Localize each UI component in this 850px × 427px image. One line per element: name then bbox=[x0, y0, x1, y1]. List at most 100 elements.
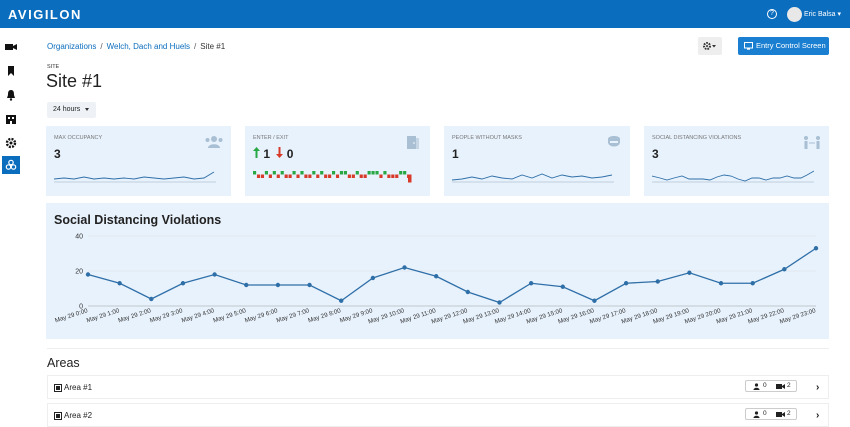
enter-exit-bar bbox=[320, 171, 324, 175]
area-icon bbox=[54, 384, 62, 392]
building-icon[interactable] bbox=[2, 110, 20, 128]
enter-exit-bar bbox=[399, 171, 403, 175]
entry-control-screen-label: Entry Control Screen bbox=[756, 41, 826, 50]
app-logo[interactable]: AVIGILON bbox=[8, 7, 82, 22]
enter-exit-bar bbox=[324, 174, 328, 178]
enter-exit-bar bbox=[256, 174, 261, 178]
video-camera-icon[interactable] bbox=[2, 38, 20, 56]
data-point[interactable] bbox=[560, 284, 565, 289]
time-range-label: 24 hours bbox=[53, 106, 81, 113]
sparkline-max-occupancy bbox=[54, 171, 216, 183]
data-point[interactable] bbox=[85, 272, 91, 277]
enter-exit-bar bbox=[367, 171, 371, 175]
y-tick-label: 40 bbox=[75, 234, 83, 241]
data-point[interactable] bbox=[117, 281, 122, 286]
area-badge: 0 2 bbox=[745, 408, 797, 420]
data-point[interactable] bbox=[212, 272, 217, 277]
data-point[interactable] bbox=[370, 275, 376, 281]
enter-exit-bar bbox=[308, 174, 312, 178]
enter-exit-bar bbox=[403, 171, 407, 175]
data-point[interactable] bbox=[750, 281, 755, 286]
card-title: SOCIAL DISTANCING VIOLATIONS bbox=[652, 135, 742, 141]
breadcrumb-current: Site #1 bbox=[200, 42, 226, 51]
area-row[interactable]: Area #2 0 2 › bbox=[47, 403, 829, 427]
enter-exit-bar bbox=[343, 171, 347, 175]
enter-exit-bar bbox=[316, 174, 320, 178]
users-icon bbox=[753, 411, 760, 418]
breadcrumb-separator: / bbox=[194, 42, 197, 51]
enter-exit-bar bbox=[339, 171, 344, 175]
areas-title: Areas bbox=[47, 356, 80, 370]
enter-exit-bar bbox=[375, 171, 379, 175]
area-camera-count: 2 bbox=[787, 382, 791, 389]
data-point[interactable] bbox=[813, 246, 819, 251]
data-point[interactable] bbox=[592, 298, 597, 303]
area-camera-count: 2 bbox=[787, 410, 791, 417]
sparkline-people-without-masks bbox=[452, 173, 614, 183]
gear-icon[interactable] bbox=[2, 134, 20, 152]
enter-exit-bar bbox=[355, 171, 359, 175]
data-point[interactable] bbox=[687, 270, 692, 275]
series-line bbox=[87, 247, 817, 304]
enter-exit-bar bbox=[391, 174, 395, 178]
avatar[interactable] bbox=[787, 7, 802, 22]
bookmark-icon[interactable] bbox=[2, 62, 20, 80]
data-point[interactable] bbox=[307, 282, 312, 288]
breadcrumb-organizations[interactable]: Organizations bbox=[47, 42, 97, 51]
data-point[interactable] bbox=[433, 274, 439, 279]
data-point[interactable] bbox=[402, 265, 407, 270]
card-value: 1 0 bbox=[253, 147, 293, 161]
data-point[interactable] bbox=[718, 281, 724, 286]
chevron-right-icon[interactable]: › bbox=[816, 410, 820, 421]
card-title: MAX OCCUPANCY bbox=[54, 135, 103, 141]
enter-exit-bar bbox=[288, 174, 292, 178]
enter-exit-bar bbox=[253, 171, 257, 175]
chevron-right-icon[interactable]: › bbox=[816, 382, 820, 393]
enter-exit-bar bbox=[371, 171, 375, 175]
user-name: Eric Balsa bbox=[804, 11, 836, 18]
data-point[interactable] bbox=[244, 282, 249, 288]
breadcrumb-organization[interactable]: Welch, Dach and Huels bbox=[106, 42, 191, 51]
breadcrumb-separator: / bbox=[100, 42, 103, 51]
x-tick-label: May 29 1:00 bbox=[86, 307, 121, 324]
data-point[interactable] bbox=[528, 281, 534, 286]
time-range-dropdown[interactable]: 24 hours bbox=[47, 102, 96, 118]
biohazard-icon[interactable] bbox=[2, 156, 20, 174]
data-point[interactable] bbox=[623, 281, 629, 286]
data-point[interactable] bbox=[465, 289, 471, 295]
enter-exit-bar bbox=[387, 174, 391, 178]
top-bar: AVIGILON ? Eric Balsa ▾ bbox=[0, 0, 850, 28]
data-point[interactable] bbox=[180, 281, 186, 286]
x-tick-label: May 29 4:00 bbox=[181, 307, 216, 324]
enter-exit-bar bbox=[280, 171, 284, 175]
enter-exit-bar bbox=[408, 174, 412, 183]
settings-dropdown-button[interactable] bbox=[698, 37, 722, 55]
chart-title: Social Distancing Violations bbox=[54, 213, 222, 227]
data-point[interactable] bbox=[497, 300, 502, 305]
enter-exit-bar bbox=[296, 174, 300, 178]
data-point[interactable] bbox=[275, 282, 281, 288]
entry-control-screen-button[interactable]: Entry Control Screen bbox=[738, 37, 829, 55]
enter-exit-bar bbox=[300, 171, 304, 175]
enter-exit-bar bbox=[332, 171, 336, 175]
area-people-count: 0 bbox=[763, 382, 767, 389]
sparkline-social-distancing bbox=[652, 170, 814, 183]
breadcrumb: Organizations / Welch, Dach and Huels / Site… bbox=[47, 42, 225, 51]
card-social-distancing-violations[interactable]: SOCIAL DISTANCING VIOLATIONS 3 bbox=[644, 126, 829, 196]
card-max-occupancy[interactable]: MAX OCCUPANCY 3 bbox=[46, 126, 231, 196]
card-people-without-masks[interactable]: PEOPLE WITHOUT MASKS 1 bbox=[444, 126, 630, 196]
data-point[interactable] bbox=[149, 296, 154, 302]
question-circle-icon[interactable]: ? bbox=[767, 9, 777, 19]
data-point[interactable] bbox=[339, 298, 344, 303]
bell-icon[interactable] bbox=[2, 86, 20, 104]
enter-exit-bar bbox=[272, 171, 276, 175]
data-point[interactable] bbox=[782, 267, 787, 272]
arrow-down-icon bbox=[276, 147, 284, 158]
data-point[interactable] bbox=[655, 279, 660, 284]
enter-exit-bar bbox=[351, 174, 355, 178]
exit-count: 0 bbox=[286, 147, 294, 161]
card-enter-exit[interactable]: ENTER / EXIT 1 0 bbox=[245, 126, 430, 196]
user-menu[interactable]: Eric Balsa ▾ bbox=[804, 11, 841, 18]
area-row[interactable]: Area #1 0 2 › bbox=[47, 375, 829, 399]
